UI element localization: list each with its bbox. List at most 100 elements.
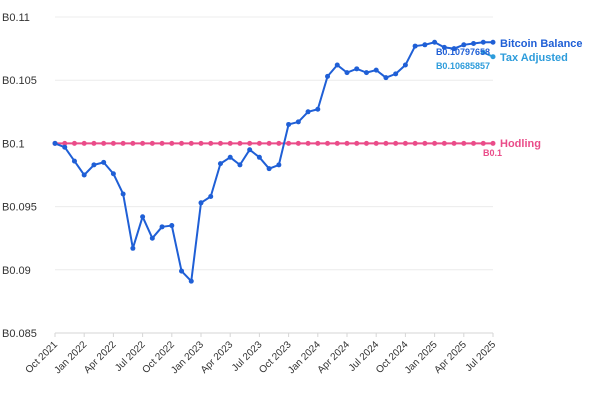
hodling-point (71, 140, 77, 146)
hodling-point (110, 140, 116, 146)
bitcoin-balance-point (461, 42, 467, 48)
bitcoin-balance-point (149, 235, 155, 241)
hodling-point (451, 140, 457, 146)
bitcoin-balance-point (208, 193, 214, 199)
bitcoin-balance-point (373, 67, 379, 73)
y-tick-label: B0.095 (2, 202, 37, 214)
hodling-point (315, 140, 321, 146)
bitcoin-balance-point (266, 166, 272, 172)
hodling-point (227, 140, 233, 146)
bitcoin-balance-point (101, 159, 107, 165)
hodling-point (412, 140, 418, 146)
y-tick-label: B0.1 (2, 138, 25, 150)
hodling-point (169, 140, 175, 146)
hodling-point (62, 140, 68, 146)
tax-adjusted-value-label: B0.10685857 (436, 61, 490, 71)
hodling-point (208, 140, 214, 146)
hodling-point (217, 140, 223, 146)
y-tick-label: B0.09 (2, 265, 31, 277)
tax-adjusted-name-label: Tax Adjusted (500, 52, 568, 64)
bitcoin-balance-point (188, 278, 194, 284)
x-tick-label: Apr 2024 (316, 339, 353, 376)
x-tick-label: Apr 2023 (199, 339, 236, 376)
hodling-point (237, 140, 243, 146)
hodling-point (422, 140, 428, 146)
bitcoin-balance-point (422, 42, 428, 48)
bitcoin-balance-point (120, 191, 126, 197)
bitcoin-balance-point (412, 43, 418, 49)
hodling-point (130, 140, 136, 146)
bitcoin-balance-point (217, 161, 223, 167)
x-tick-label: Apr 2022 (82, 339, 119, 376)
hodling-value-label: B0.1 (483, 148, 502, 158)
hodling-point (179, 140, 185, 146)
bitcoin-balance-point (130, 245, 136, 251)
bitcoin-balance-point (52, 140, 58, 146)
hodling-point (140, 140, 146, 146)
bitcoin-balance-point (286, 121, 292, 127)
hodling-point (198, 140, 204, 146)
bitcoin-balance-point (325, 73, 331, 79)
bitcoin-balance-point (441, 44, 447, 50)
hodling-point (441, 140, 447, 146)
bitcoin-balance-point (159, 224, 165, 230)
bitcoin-balance-point (383, 75, 389, 81)
hodling-point (188, 140, 194, 146)
y-tick-label: B0.105 (2, 75, 37, 87)
grid-lines (55, 16, 493, 334)
tax-adjusted-point (480, 49, 486, 55)
hodling-point (101, 140, 107, 146)
bitcoin-balance-point (490, 39, 496, 45)
bitcoin-balance-point (315, 106, 321, 112)
bitcoin-balance-point (237, 162, 243, 168)
hodling-point (334, 140, 340, 146)
hodling-point (480, 140, 486, 146)
bitcoin-balance-name-label: Bitcoin Balance (500, 38, 583, 50)
bitcoin-balance-line (54, 41, 494, 283)
hodling-point (305, 140, 311, 146)
hodling-point (432, 140, 438, 146)
hodling-point (383, 140, 389, 146)
bitcoin-balance-point (295, 119, 301, 125)
bitcoin-balance-point (198, 200, 204, 206)
series-layer (52, 39, 496, 284)
bitcoin-balance-point (402, 62, 408, 68)
hodling-point (266, 140, 272, 146)
hodling-point (363, 140, 369, 146)
bitcoin-balance-point (344, 70, 350, 76)
bitcoin-balance-point (227, 154, 233, 160)
hodling-point (373, 140, 379, 146)
hodling-point (393, 140, 399, 146)
bitcoin-balance-point (71, 158, 77, 164)
hodling-point (344, 140, 350, 146)
bitcoin-balance-point (305, 109, 311, 115)
bitcoin-balance-point (451, 46, 457, 52)
hodling-point (81, 140, 87, 146)
hodling-point (325, 140, 331, 146)
x-tick-label: Jul 2025 (464, 339, 499, 374)
bitcoin-balance-point (363, 70, 369, 76)
y-tick-label: B0.085 (2, 328, 37, 340)
bitcoin-balance-point (480, 39, 486, 45)
bitcoin-balance-point (179, 268, 185, 274)
bitcoin-balance-point (62, 144, 68, 150)
bitcoin-balance-point (256, 154, 262, 160)
y-tick-label: B0.11 (2, 12, 30, 24)
hodling-point (159, 140, 165, 146)
bitcoin-balance-point (276, 162, 282, 168)
bitcoin-balance-point (91, 162, 97, 168)
bitcoin-balance-point (432, 39, 438, 45)
hodling-point (276, 140, 282, 146)
hodling-point (120, 140, 126, 146)
bitcoin-balance-point (471, 41, 477, 47)
tax-adjusted-point (490, 54, 496, 60)
bitcoin-balance-point (247, 147, 253, 153)
hodling-point (354, 140, 360, 146)
bitcoin-balance-point (354, 66, 360, 72)
bitcoin-balance-point (81, 172, 87, 178)
hodling-point (247, 140, 253, 146)
hodling-point (256, 140, 262, 146)
bitcoin-balance-point (140, 214, 146, 220)
series-labels: Bitcoin Balance B0.10797658 Tax Adjusted B0… (436, 38, 583, 158)
